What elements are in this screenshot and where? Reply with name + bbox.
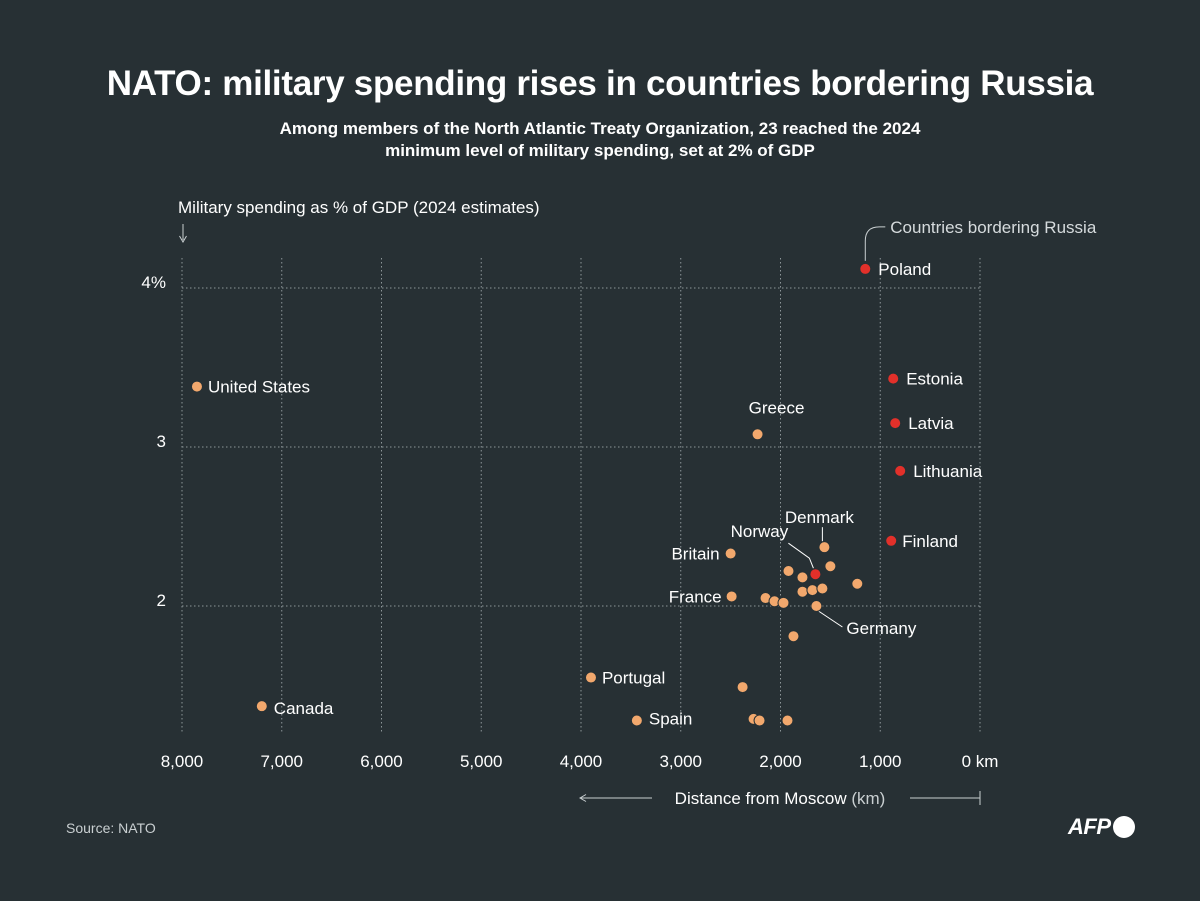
y-axis-title: Military spending as % of GDP (2024 esti… bbox=[178, 198, 540, 217]
label-portugal: Portugal bbox=[602, 669, 665, 688]
point-unlabeled bbox=[787, 630, 800, 643]
grid-layer bbox=[181, 258, 981, 733]
point-unlabeled bbox=[753, 714, 766, 727]
point-spain bbox=[630, 714, 643, 727]
point-united-states bbox=[190, 380, 203, 393]
subtitle-line-2: minimum level of military spending, set … bbox=[385, 141, 815, 160]
label-denmark: Denmark bbox=[785, 508, 854, 527]
bordering-russia-annotation: Countries bordering Russia bbox=[890, 218, 1097, 237]
label-germany: Germany bbox=[846, 619, 916, 638]
x-tick-label: 5,000 bbox=[460, 752, 503, 771]
label-britain: Britain bbox=[671, 545, 719, 564]
chart-subtitle: Among members of the North Atlantic Trea… bbox=[200, 118, 1000, 162]
label-united-states: United States bbox=[208, 378, 310, 397]
point-latvia bbox=[889, 417, 902, 430]
label-lithuania: Lithuania bbox=[913, 462, 983, 481]
point-unlabeled bbox=[736, 681, 749, 694]
label-canada: Canada bbox=[274, 699, 334, 718]
point-france bbox=[725, 590, 738, 603]
x-tick-label: 0 km bbox=[962, 752, 999, 771]
x-axis-arrow-head bbox=[579, 794, 587, 802]
subtitle-line-1: Among members of the North Atlantic Trea… bbox=[279, 119, 921, 138]
point-unlabeled bbox=[806, 584, 819, 597]
point-unlabeled bbox=[781, 714, 794, 727]
point-unlabeled bbox=[816, 582, 829, 595]
point-unlabeled bbox=[796, 585, 809, 598]
point-denmark bbox=[818, 541, 831, 554]
germany-leader-line bbox=[818, 610, 843, 628]
point-portugal bbox=[584, 671, 597, 684]
data-points-layer bbox=[190, 262, 907, 727]
label-finland: Finland bbox=[902, 532, 958, 551]
point-unlabeled bbox=[777, 596, 790, 609]
point-greece bbox=[751, 428, 764, 441]
x-axis-title-main: Distance from Moscow bbox=[675, 789, 852, 808]
label-norway: Norway bbox=[731, 522, 789, 541]
point-britain bbox=[724, 547, 737, 560]
source-note: Source: NATO bbox=[66, 820, 156, 836]
x-tick-label: 3,000 bbox=[659, 752, 702, 771]
label-latvia: Latvia bbox=[908, 414, 954, 433]
point-unlabeled bbox=[824, 560, 837, 573]
x-tick-label: 7,000 bbox=[260, 752, 303, 771]
label-poland: Poland bbox=[878, 260, 931, 279]
norway-leader-line bbox=[788, 542, 814, 569]
point-unlabeled bbox=[796, 571, 809, 584]
x-tick-label: 6,000 bbox=[360, 752, 403, 771]
chart-title: NATO: military spending rises in countri… bbox=[106, 64, 1094, 103]
bordering-russia-leader-line bbox=[864, 226, 886, 261]
x-tick-label: 4,000 bbox=[560, 752, 603, 771]
point-unlabeled bbox=[782, 565, 795, 578]
y-axis-arrow-head bbox=[179, 235, 187, 243]
annotation-layer: Countries bordering Russia bbox=[788, 218, 1097, 628]
point-finland bbox=[885, 534, 898, 547]
x-tick-label: 8,000 bbox=[161, 752, 204, 771]
label-greece: Greece bbox=[749, 398, 805, 417]
y-tick-label: 3 bbox=[157, 432, 166, 451]
point-germany bbox=[810, 600, 823, 612]
label-estonia: Estonia bbox=[906, 370, 963, 389]
point-poland bbox=[859, 262, 872, 275]
y-tick-label: 2 bbox=[157, 591, 166, 610]
point-unlabeled bbox=[851, 577, 864, 590]
x-tick-label: 1,000 bbox=[859, 752, 902, 771]
data-labels-layer: United States Greece Britain France Denmark G… bbox=[208, 260, 983, 729]
x-axis-title-unit: (km) bbox=[851, 789, 885, 808]
x-axis-title: Distance from Moscow (km) bbox=[675, 789, 886, 808]
y-tick-label: 4% bbox=[141, 273, 166, 292]
afp-logo: AFP bbox=[1068, 813, 1135, 841]
point-lithuania bbox=[894, 464, 907, 477]
point-canada bbox=[255, 700, 268, 713]
x-tick-label: 2,000 bbox=[759, 752, 802, 771]
afp-logo-dot bbox=[1112, 816, 1135, 838]
afp-logo-text: AFP bbox=[1068, 814, 1111, 839]
point-estonia bbox=[887, 372, 900, 385]
axis-layer: 8,000 7,000 6,000 5,000 4,000 3,000 2,000 1,000… bbox=[141, 198, 998, 808]
label-france: France bbox=[669, 587, 722, 606]
label-spain: Spain bbox=[649, 709, 692, 728]
point-norway bbox=[809, 568, 822, 581]
